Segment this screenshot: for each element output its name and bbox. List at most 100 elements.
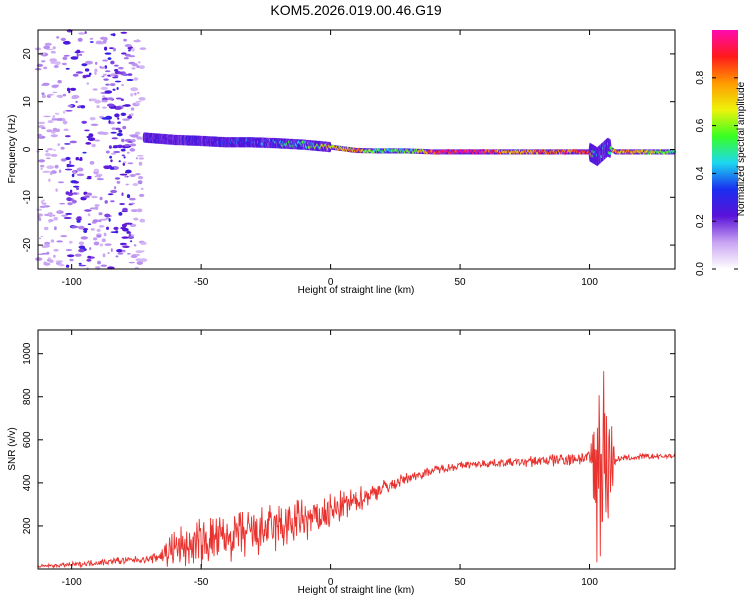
- spectrogram-cell: [96, 228, 101, 232]
- spectrogram-cell: [101, 75, 105, 78]
- spectrogram-cell: [76, 53, 79, 58]
- spectrogram-cell: [118, 212, 123, 216]
- spectrogram-cell: [121, 52, 127, 55]
- spectrogram-cell: [125, 183, 129, 186]
- spectrogram-cell: [76, 173, 85, 177]
- spectrogram-cell: [121, 84, 125, 87]
- spectrogram-cell: [72, 192, 78, 195]
- spectrogram-cell: [111, 127, 116, 130]
- spectrogram-cell: [86, 82, 90, 85]
- spectrogram-cell: [72, 88, 76, 91]
- spectrogram-cell: [62, 93, 67, 97]
- spectrogram-cell: [63, 110, 66, 114]
- spectrogram-cell: [115, 97, 122, 100]
- spectrogram-cell: [113, 226, 119, 231]
- spectrogram-cell: [134, 92, 137, 96]
- spectrogram-cell: [66, 163, 71, 168]
- spectrogram-cell: [129, 148, 136, 152]
- spectrogram-cell: [608, 151, 612, 155]
- spectrogram-cell: [49, 58, 57, 62]
- spectrogram-cell: [123, 161, 127, 164]
- spectrogram-cell: [57, 94, 63, 99]
- spectrogram-cell: [117, 252, 124, 255]
- spectrogram-cell: [93, 237, 98, 241]
- spectrogram-x-tick-label: -100: [62, 277, 82, 288]
- spectrogram-cell: [98, 212, 103, 216]
- spectrogram-cell: [102, 253, 106, 258]
- spectrogram-cell: [127, 49, 131, 52]
- spectrogram-cell: [50, 61, 56, 64]
- spectrogram-cell: [41, 127, 46, 130]
- spectrogram-cell: [109, 47, 114, 49]
- spectrogram-cell: [107, 103, 115, 107]
- spectrogram-cell: [130, 254, 138, 258]
- spectrogram-cell: [120, 148, 126, 152]
- spectrogram-cell: [78, 264, 87, 267]
- spectrogram-cell: [78, 32, 86, 35]
- spectrogram-cell: [121, 138, 125, 143]
- spectrogram-cell: [44, 226, 49, 231]
- spectrogram-cell: [121, 236, 129, 239]
- spectrogram-cell: [65, 110, 73, 112]
- spectrogram-cell: [78, 248, 85, 253]
- spectrogram-cell: [57, 209, 61, 213]
- spectrogram-cell: [84, 194, 90, 196]
- spectrogram-cell: [93, 168, 99, 173]
- spectrogram-cell: [119, 203, 125, 205]
- spectrogram-cell: [84, 31, 87, 34]
- spectrogram-cell: [94, 206, 99, 211]
- spectrogram-cell: [94, 175, 98, 178]
- spectrogram-cell: [135, 100, 142, 103]
- spectrogram-cell: [123, 156, 126, 159]
- spectrogram-cell: [51, 117, 56, 120]
- spectrogram-cell: [106, 97, 114, 101]
- spectrogram-cell: [131, 93, 134, 96]
- spectrogram-cell: [122, 125, 127, 130]
- spectrogram-cell: [137, 180, 143, 185]
- spectrogram-cell: [77, 37, 83, 42]
- spectrogram-cell: [42, 82, 50, 86]
- spectrogram-cell: [114, 186, 117, 190]
- snr-y-label: SNR (v/v): [7, 427, 18, 470]
- spectrogram-cell: [59, 202, 66, 205]
- spectrogram-cell: [66, 197, 72, 202]
- spectrogram-y-tick-label: -10: [22, 190, 33, 205]
- spectrogram-cell: [114, 113, 120, 118]
- spectrogram-cell: [110, 131, 117, 134]
- spectrogram-cell: [94, 99, 101, 104]
- snr-y-tick-label: 1000: [22, 342, 33, 365]
- spectrogram-cell: [95, 61, 98, 65]
- spectrogram-cell: [116, 87, 119, 90]
- spectrogram-cell: [44, 241, 51, 245]
- spectrogram-cell: [84, 68, 90, 72]
- spectrogram-cell: [81, 63, 88, 67]
- colorbar-scale: [712, 30, 738, 269]
- spectrogram-x-tick-label: 100: [581, 277, 598, 288]
- spectrogram-cell: [75, 157, 80, 161]
- spectrogram-cell: [48, 259, 54, 264]
- figure-title: KOM5.2026.019.00.46.G19: [270, 2, 441, 18]
- spectrogram-cell: [84, 129, 90, 132]
- spectrogram-cell: [75, 100, 78, 104]
- spectrogram-cell: [86, 258, 92, 262]
- spectrogram-cell: [69, 189, 73, 193]
- spectrogram-cell: [43, 66, 48, 70]
- snr-frame: [37, 329, 676, 570]
- spectrogram-cell: [63, 54, 70, 57]
- spectrogram-cell: [99, 196, 103, 201]
- spectrogram-cell: [85, 142, 92, 145]
- spectrogram-cell: [40, 164, 45, 168]
- spectrogram-cell: [54, 61, 61, 65]
- spectrogram-cell: [65, 264, 70, 268]
- spectrogram-cell: [123, 104, 131, 107]
- spectrogram-cell: [62, 62, 67, 66]
- spectrogram-x-tick-label: 0: [328, 277, 334, 288]
- spectrogram-cell: [40, 167, 43, 170]
- spectrogram-cell: [103, 165, 111, 170]
- spectrogram-cell: [72, 199, 77, 204]
- spectrogram-cell: [87, 175, 92, 178]
- spectrogram-cell: [64, 135, 71, 138]
- spectrogram-cell: [94, 204, 100, 207]
- spectrogram-cell: [41, 94, 47, 99]
